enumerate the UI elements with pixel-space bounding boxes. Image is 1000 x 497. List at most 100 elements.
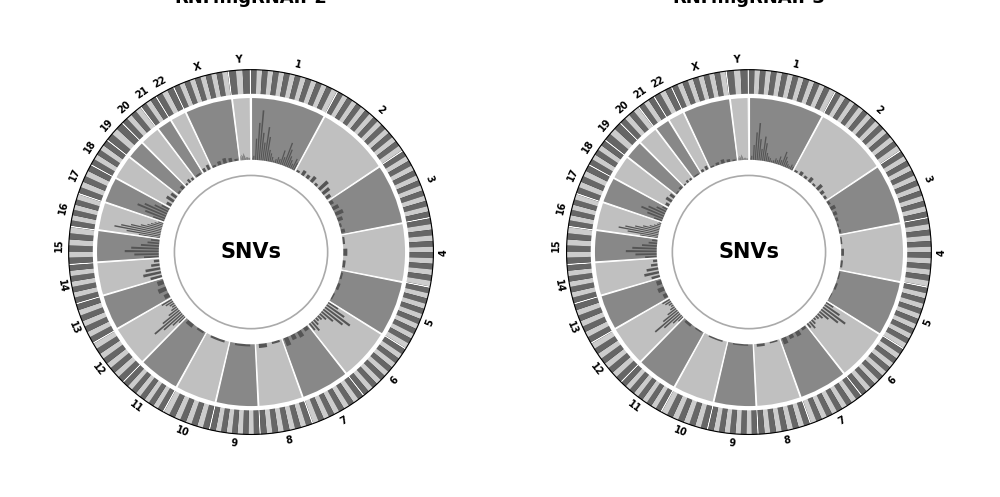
Wedge shape: [170, 192, 178, 199]
Wedge shape: [317, 180, 329, 191]
Wedge shape: [902, 283, 928, 293]
Wedge shape: [151, 263, 161, 267]
Wedge shape: [814, 86, 830, 111]
Wedge shape: [127, 115, 148, 137]
Wedge shape: [251, 70, 257, 95]
Text: 14: 14: [56, 279, 68, 294]
Wedge shape: [406, 224, 432, 233]
Wedge shape: [851, 113, 872, 136]
Wedge shape: [648, 97, 667, 121]
Wedge shape: [807, 177, 814, 184]
Wedge shape: [162, 90, 179, 115]
Wedge shape: [232, 408, 239, 434]
Wedge shape: [212, 165, 217, 169]
Wedge shape: [141, 224, 163, 231]
Wedge shape: [567, 257, 592, 264]
Wedge shape: [406, 272, 432, 281]
Wedge shape: [313, 182, 318, 187]
Wedge shape: [157, 93, 174, 118]
Wedge shape: [857, 362, 879, 384]
Wedge shape: [124, 364, 175, 412]
Wedge shape: [773, 72, 782, 98]
Wedge shape: [81, 181, 106, 196]
Wedge shape: [372, 348, 396, 368]
Wedge shape: [143, 271, 162, 277]
Wedge shape: [352, 369, 373, 392]
Wedge shape: [771, 161, 772, 164]
Wedge shape: [184, 81, 198, 106]
Wedge shape: [93, 331, 118, 349]
Wedge shape: [837, 379, 856, 403]
Wedge shape: [391, 319, 416, 334]
Wedge shape: [141, 244, 160, 247]
Wedge shape: [291, 159, 298, 170]
Wedge shape: [825, 301, 834, 308]
Wedge shape: [787, 166, 790, 170]
Wedge shape: [91, 159, 116, 176]
Wedge shape: [622, 364, 673, 412]
Wedge shape: [689, 177, 693, 181]
Wedge shape: [580, 312, 606, 327]
Wedge shape: [217, 161, 222, 167]
Wedge shape: [70, 227, 96, 236]
Wedge shape: [814, 315, 819, 319]
Wedge shape: [73, 287, 99, 298]
Wedge shape: [688, 79, 701, 104]
Wedge shape: [251, 97, 324, 171]
Wedge shape: [389, 323, 414, 339]
Wedge shape: [651, 275, 661, 279]
Wedge shape: [686, 179, 690, 184]
Wedge shape: [76, 297, 115, 342]
Wedge shape: [271, 157, 273, 164]
Wedge shape: [408, 257, 433, 264]
Wedge shape: [150, 275, 163, 280]
Wedge shape: [822, 195, 827, 200]
Wedge shape: [325, 304, 345, 318]
Wedge shape: [709, 73, 719, 99]
Wedge shape: [169, 302, 175, 307]
Wedge shape: [615, 124, 638, 146]
Wedge shape: [568, 268, 593, 276]
Wedge shape: [75, 199, 101, 211]
Wedge shape: [879, 336, 903, 354]
Wedge shape: [174, 71, 231, 110]
Wedge shape: [349, 110, 370, 133]
Wedge shape: [610, 129, 633, 151]
Wedge shape: [74, 291, 100, 303]
Wedge shape: [234, 159, 238, 163]
Wedge shape: [144, 256, 160, 258]
Wedge shape: [76, 194, 102, 207]
Wedge shape: [243, 409, 249, 434]
Wedge shape: [308, 322, 316, 331]
Wedge shape: [353, 113, 374, 136]
Wedge shape: [349, 372, 369, 395]
Wedge shape: [898, 196, 924, 208]
Wedge shape: [792, 402, 804, 427]
Wedge shape: [880, 152, 928, 222]
Wedge shape: [153, 216, 165, 222]
Wedge shape: [673, 314, 683, 324]
Wedge shape: [648, 206, 666, 215]
Wedge shape: [216, 341, 258, 407]
Wedge shape: [331, 204, 339, 211]
Wedge shape: [581, 176, 606, 191]
Text: 20: 20: [116, 99, 133, 115]
Wedge shape: [322, 308, 343, 326]
Wedge shape: [314, 394, 329, 419]
Wedge shape: [221, 407, 230, 433]
Wedge shape: [760, 149, 763, 162]
Wedge shape: [282, 324, 346, 398]
Wedge shape: [85, 170, 111, 187]
Wedge shape: [259, 342, 267, 348]
Wedge shape: [880, 152, 904, 169]
Wedge shape: [684, 319, 693, 327]
Wedge shape: [665, 87, 682, 113]
Wedge shape: [141, 97, 169, 127]
Wedge shape: [839, 223, 904, 281]
Wedge shape: [756, 123, 761, 161]
Wedge shape: [698, 76, 710, 101]
Wedge shape: [179, 316, 186, 323]
Wedge shape: [769, 339, 778, 343]
Wedge shape: [210, 405, 259, 434]
Wedge shape: [774, 158, 777, 165]
